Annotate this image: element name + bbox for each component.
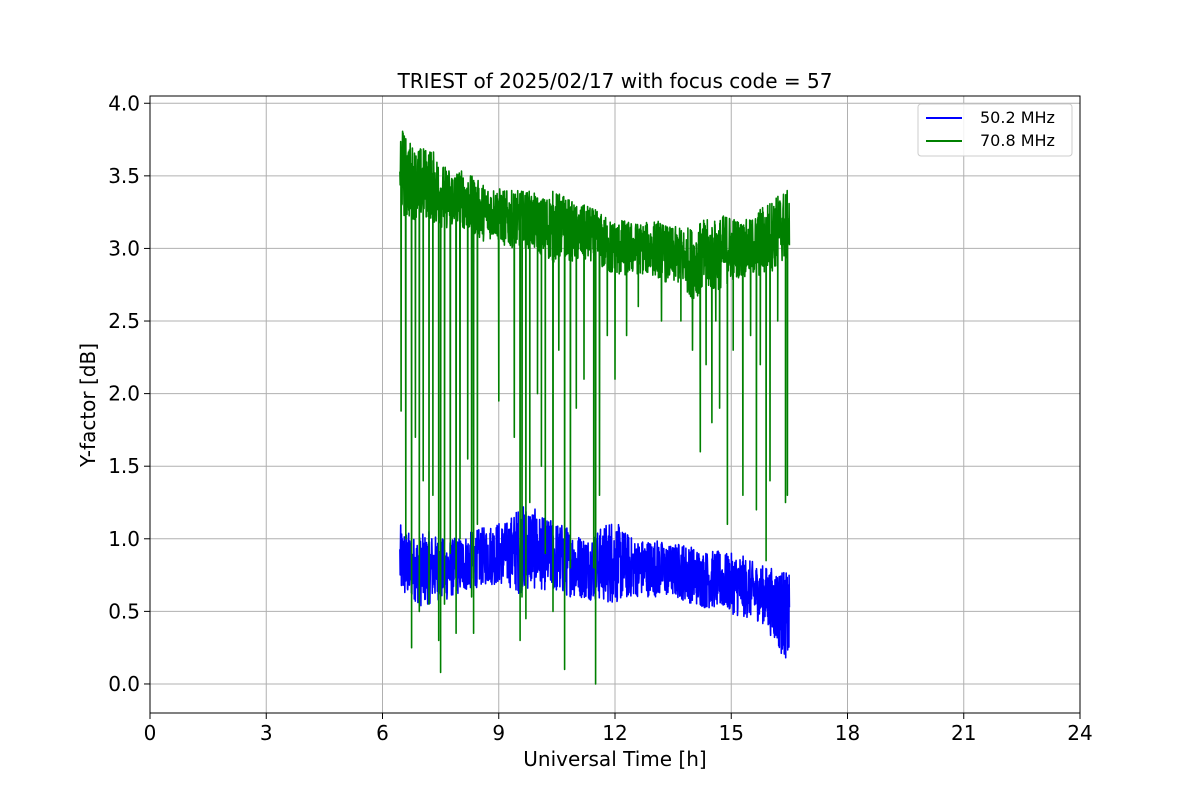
y-tick-label: 3.0: [108, 236, 140, 260]
legend-label-series-2: 70.8 MHz: [980, 131, 1055, 150]
plot-area: [399, 130, 791, 685]
x-tick-label: 6: [376, 721, 389, 745]
x-axis: 0 3 6 9 12 15 18 21 24: [144, 713, 1093, 745]
chart-title: TRIEST of 2025/02/17 with focus code = 5…: [397, 69, 833, 93]
y-tick-label: 2.5: [108, 309, 140, 333]
x-tick-label: 15: [719, 721, 744, 745]
y-tick-label: 4.0: [108, 91, 140, 115]
y-tick-label: 0.5: [108, 599, 140, 623]
legend: 50.2 MHz 70.8 MHz: [917, 103, 1073, 157]
y-tick-label: 0.0: [108, 672, 140, 696]
x-tick-label: 18: [835, 721, 860, 745]
y-tick-label: 3.5: [108, 164, 140, 188]
x-tick-label: 3: [260, 721, 273, 745]
x-tick-label: 24: [1067, 721, 1092, 745]
y-tick-label: 1.0: [108, 527, 140, 551]
x-tick-label: 12: [602, 721, 627, 745]
x-tick-label: 9: [492, 721, 505, 745]
y-axis: 0.0 0.5 1.0 1.5 2.0 2.5 3.0 3.5 4.0: [108, 91, 150, 696]
legend-label-series-1: 50.2 MHz: [980, 108, 1055, 127]
x-tick-label: 21: [951, 721, 976, 745]
y-axis-label: Y-factor [dB]: [76, 343, 100, 468]
y-tick-label: 1.5: [108, 454, 140, 478]
x-axis-label: Universal Time [h]: [523, 747, 706, 771]
series-line-2: [399, 130, 791, 685]
series-line-1: [399, 506, 791, 659]
y-tick-label: 2.0: [108, 382, 140, 406]
x-tick-label: 0: [144, 721, 157, 745]
